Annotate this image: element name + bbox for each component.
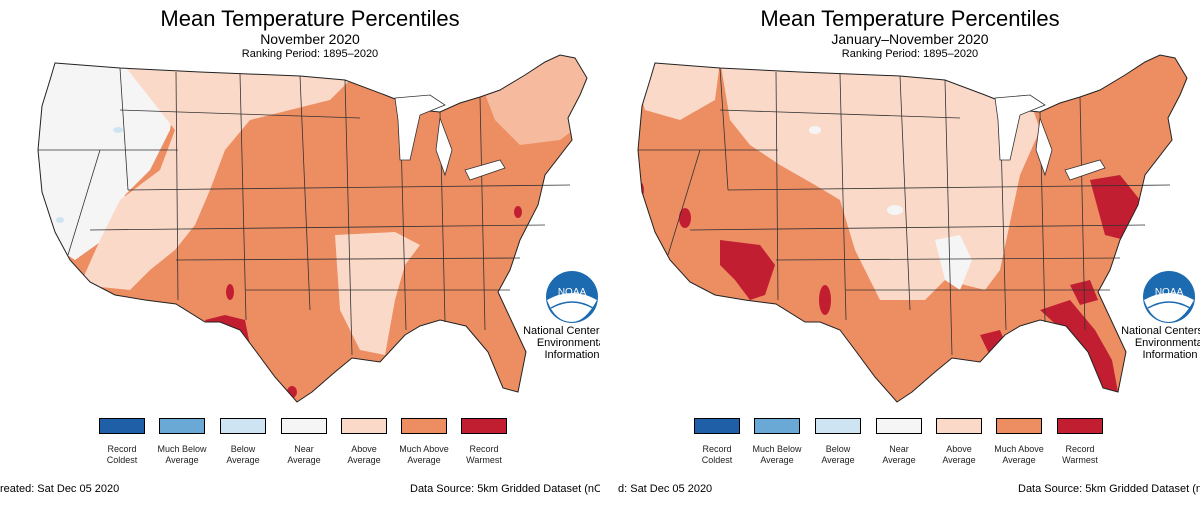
near-average-spot bbox=[887, 205, 903, 215]
state-borders bbox=[637, 54, 1188, 403]
legend-swatch bbox=[220, 418, 266, 434]
ncei-line: National Centers for bbox=[1121, 325, 1200, 337]
ranking-period: Ranking Period: 1895–2020 bbox=[241, 48, 379, 60]
legend-label: Above Average bbox=[942, 444, 976, 465]
near-average-region bbox=[935, 235, 972, 290]
legend-label: Much Above Average bbox=[399, 444, 449, 465]
legend-label: Above Average bbox=[347, 444, 381, 465]
map-title: Mean Temperature Percentiles bbox=[160, 6, 460, 31]
ncei-line: National Centers for bbox=[523, 325, 600, 337]
legend-label: Much Above Average bbox=[994, 444, 1044, 465]
above-average-region bbox=[638, 60, 720, 120]
record-warmest-spot bbox=[400, 348, 410, 356]
svg-text:NOAA: NOAA bbox=[1155, 287, 1184, 298]
record-warmest-spot bbox=[226, 284, 234, 300]
legend-swatch bbox=[876, 418, 922, 434]
record-warmest-region bbox=[1040, 300, 1118, 392]
ncei-name: National Centers for Environmental Infor… bbox=[512, 325, 600, 361]
above-average-region bbox=[80, 60, 360, 290]
created-date: reated: Sat Dec 05 2020 bbox=[0, 483, 120, 495]
legend-swatch bbox=[401, 418, 447, 434]
data-source: Data Source: 5km Gridded Dataset (nClimG… bbox=[410, 483, 600, 495]
legend-swatch bbox=[461, 418, 507, 434]
record-warmest-region bbox=[1090, 175, 1140, 240]
below-average-spot bbox=[56, 217, 64, 223]
created-date: d: Sat Dec 05 2020 bbox=[618, 483, 713, 495]
near-average-region bbox=[38, 60, 180, 260]
map-panel-november: Mean Temperature Percentiles November 20… bbox=[0, 6, 600, 496]
svg-text:NOAA: NOAA bbox=[558, 287, 587, 298]
legend-above: Above Average bbox=[934, 418, 984, 466]
legend-much-below: Much Below Average bbox=[157, 418, 207, 466]
legend-swatch bbox=[694, 418, 740, 434]
legend-much-above: Much Above Average bbox=[399, 418, 449, 466]
map-subtitle: November 2020 bbox=[260, 31, 360, 47]
record-warmest-spot bbox=[679, 208, 691, 228]
map-subtitle: January–November 2020 bbox=[831, 31, 989, 47]
legend-near: Near Average bbox=[279, 418, 329, 466]
great-lakes bbox=[994, 94, 1106, 181]
legend-label: Below Average bbox=[821, 444, 855, 465]
legend-swatch bbox=[99, 418, 145, 434]
legend-label: Record Warmest bbox=[466, 444, 502, 465]
legend-label: Below Average bbox=[226, 444, 260, 465]
legend-below: Below Average bbox=[813, 418, 863, 466]
legend-swatch bbox=[281, 418, 327, 434]
ncei-line: Information bbox=[1142, 349, 1198, 361]
data-source: Data Source: 5km Gridded Dataset (nCl bbox=[1018, 483, 1200, 495]
legend-above: Above Average bbox=[339, 418, 389, 466]
ranking-period: Ranking Period: 1895–2020 bbox=[841, 48, 979, 60]
legend-record-coldest: Record Coldest bbox=[692, 418, 742, 466]
legend-record-coldest: Record Coldest bbox=[97, 418, 147, 466]
legend-much-above: Much Above Average bbox=[994, 418, 1044, 466]
legend-swatch bbox=[1057, 418, 1103, 434]
map-title: Mean Temperature Percentiles bbox=[760, 6, 1060, 31]
state-borders bbox=[37, 54, 588, 403]
record-warmest-spot bbox=[819, 285, 831, 315]
legend-below: Below Average bbox=[218, 418, 268, 466]
ncei-line: Environmental bbox=[536, 337, 600, 349]
legend-label: Record Coldest bbox=[701, 444, 733, 465]
legend-swatch bbox=[159, 418, 205, 434]
ncei-name: National Centers for Environmental Infor… bbox=[1110, 325, 1200, 361]
legend-swatch bbox=[936, 418, 982, 434]
legend-swatch bbox=[996, 418, 1042, 434]
near-average-spot bbox=[809, 126, 821, 134]
below-average-spot bbox=[113, 127, 123, 133]
ncei-line: Information bbox=[544, 349, 600, 361]
legend-label: Much Below Average bbox=[752, 444, 802, 465]
legend-label: Record Warmest bbox=[1062, 444, 1098, 465]
record-warmest-spot bbox=[514, 206, 522, 218]
legend-much-below: Much Below Average bbox=[752, 418, 802, 466]
legend-record-warmest: Record Warmest bbox=[1055, 418, 1105, 466]
legend-label: Near Average bbox=[287, 444, 321, 465]
us-map-november bbox=[37, 54, 588, 403]
noaa-logo: NOAA bbox=[1143, 271, 1195, 323]
map-panel-jan-nov: Mean Temperature Percentiles January–Nov… bbox=[600, 0, 1200, 505]
above-average-region bbox=[335, 232, 420, 355]
legend-record-warmest: Record Warmest bbox=[459, 418, 509, 466]
ncei-line: Environmental bbox=[1134, 337, 1200, 349]
us-map-jan-nov bbox=[637, 54, 1188, 403]
noaa-logo: NOAA bbox=[546, 271, 598, 323]
record-warmest-region bbox=[720, 240, 775, 300]
legend-swatch bbox=[754, 418, 800, 434]
legend-label: Much Below Average bbox=[157, 444, 207, 465]
legend-label: Near Average bbox=[882, 444, 916, 465]
legend-label: Record Coldest bbox=[106, 444, 138, 465]
legend-swatch bbox=[341, 418, 387, 434]
great-lakes bbox=[394, 94, 506, 181]
legend-near: Near Average bbox=[874, 418, 924, 466]
legend-swatch bbox=[815, 418, 861, 434]
